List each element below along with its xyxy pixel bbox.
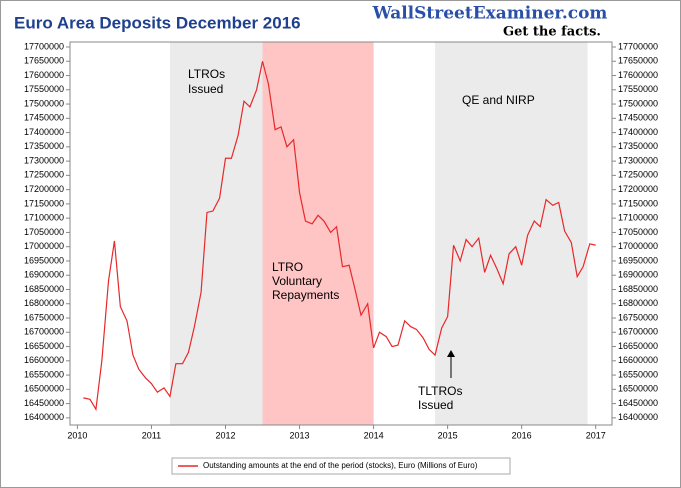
y-tick-label: 16900000 (24, 270, 64, 280)
y-tick-label: 16850000 (24, 284, 64, 294)
y2-tick-label: 16550000 (618, 369, 658, 379)
chart-title: Euro Area Deposits December 2016 (14, 13, 301, 32)
y-tick-label: 17000000 (24, 241, 64, 251)
y2-tick-label: 16450000 (618, 398, 658, 408)
plot-area (69, 41, 613, 426)
y-tick-label: 16750000 (24, 312, 64, 322)
x-tick-label: 2017 (586, 430, 606, 440)
y-tick-label: 17700000 (24, 41, 64, 51)
y-tick-label: 16950000 (24, 255, 64, 265)
y2-tick-label: 17050000 (618, 227, 658, 237)
x-tick-label: 2016 (512, 430, 532, 440)
y-tick-label: 16450000 (24, 398, 64, 408)
y2-tick-label: 16950000 (618, 255, 658, 265)
legend-label: Outstanding amounts at the end of the pe… (203, 461, 478, 470)
x-tick-label: 2012 (215, 430, 235, 440)
y-tick-label: 17200000 (24, 184, 64, 194)
y2-tick-label: 16900000 (618, 270, 658, 280)
y-tick-label: 16550000 (24, 369, 64, 379)
x-tick-label: 2013 (290, 430, 310, 440)
band (169, 42, 263, 425)
y-tick-label: 17450000 (24, 113, 64, 123)
y2-tick-label: 17700000 (618, 41, 658, 51)
band (435, 42, 588, 425)
y2-tick-label: 17500000 (618, 98, 658, 108)
y2-tick-label: 17200000 (618, 184, 658, 194)
x-tick-label: 2014 (364, 430, 384, 440)
axes: 16400000 16400000 16450000 16450000 16500000… (24, 41, 658, 440)
y-tick-label: 17250000 (24, 170, 64, 180)
y-tick-label: 16700000 (24, 327, 64, 337)
y2-tick-label: 16650000 (618, 341, 658, 351)
y-tick-label: 17550000 (24, 84, 64, 94)
y-tick-label: 17500000 (24, 98, 64, 108)
y-tick-label: 17150000 (24, 198, 64, 208)
y-tick-label: 16800000 (24, 298, 64, 308)
x-tick-label: 2015 (438, 430, 458, 440)
annotation: QE and NIRP (462, 93, 535, 107)
y2-tick-label: 16500000 (618, 384, 658, 394)
y2-tick-label: 17550000 (618, 84, 658, 94)
y2-tick-label: 17250000 (618, 170, 658, 180)
y2-tick-label: 17400000 (618, 127, 658, 137)
watermark: WallStreetExaminer.com (372, 4, 608, 24)
annotation: LTRO Voluntary Repayments (272, 260, 339, 302)
y-tick-label: 17100000 (24, 213, 64, 223)
tagline: Get the facts. (503, 25, 601, 40)
y-tick-label: 17300000 (24, 155, 64, 165)
arrow-head (447, 350, 455, 357)
annotation: LTROs Issued (188, 67, 225, 96)
y-tick-label: 17050000 (24, 227, 64, 237)
y2-tick-label: 17650000 (618, 56, 658, 66)
y2-tick-label: 16750000 (618, 312, 658, 322)
y2-tick-label: 16800000 (618, 298, 658, 308)
band (262, 42, 374, 425)
bands (169, 42, 588, 425)
x-tick-label: 2011 (142, 430, 161, 440)
y2-tick-label: 16400000 (618, 412, 658, 422)
x-tick-label: 2010 (67, 430, 87, 440)
y-tick-label: 17650000 (24, 56, 64, 66)
y-tick-label: 16650000 (24, 341, 64, 351)
y2-tick-label: 16600000 (618, 355, 658, 365)
y2-tick-label: 17000000 (618, 241, 658, 251)
y2-tick-label: 16850000 (618, 284, 658, 294)
y-tick-label: 16500000 (24, 384, 64, 394)
y2-tick-label: 17600000 (618, 70, 658, 80)
y-tick-label: 17600000 (24, 70, 64, 80)
y2-tick-label: 17450000 (618, 113, 658, 123)
y2-tick-label: 16700000 (618, 327, 658, 337)
y2-tick-label: 17350000 (618, 141, 658, 151)
y2-tick-label: 17150000 (618, 198, 658, 208)
y2-tick-label: 17300000 (618, 155, 658, 165)
y-tick-label: 17350000 (24, 141, 64, 151)
data-line (83, 61, 596, 412)
y-tick-label: 16400000 (24, 412, 64, 422)
legend (171, 457, 511, 475)
y2-tick-label: 17100000 (618, 213, 658, 223)
y-tick-label: 16600000 (24, 355, 64, 365)
annotation: TLTROs Issued (418, 384, 462, 412)
y-tick-label: 17400000 (24, 127, 64, 137)
